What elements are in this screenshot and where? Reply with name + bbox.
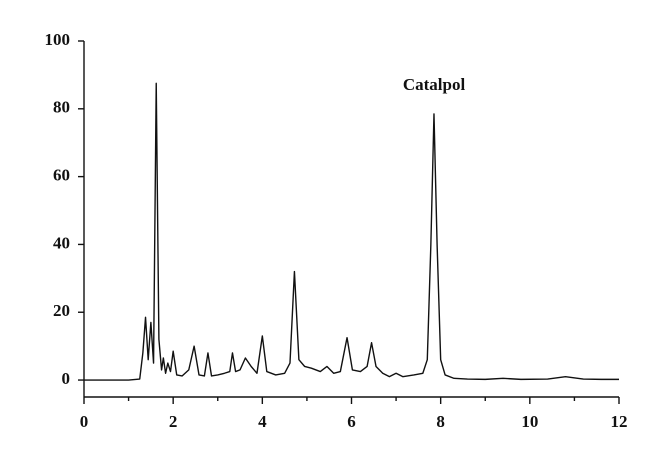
y-tick-label: 40 (53, 233, 70, 252)
y-tick-label: 80 (53, 98, 70, 117)
x-tick-label: 10 (521, 412, 538, 431)
x-tick-label: 6 (347, 412, 356, 431)
x-tick-label: 4 (258, 412, 267, 431)
y-tick-label: 60 (53, 166, 70, 185)
y-tick-label: 20 (53, 301, 70, 320)
peak-annotation: Catalpol (403, 75, 466, 94)
chromatogram-line (84, 82, 619, 381)
x-tick-label: 8 (436, 412, 445, 431)
y-tick-label: 100 (45, 30, 71, 49)
x-tick-label: 0 (80, 412, 89, 431)
x-tick-label: 12 (611, 412, 628, 431)
y-tick-label: 0 (62, 369, 71, 388)
x-tick-label: 2 (169, 412, 178, 431)
